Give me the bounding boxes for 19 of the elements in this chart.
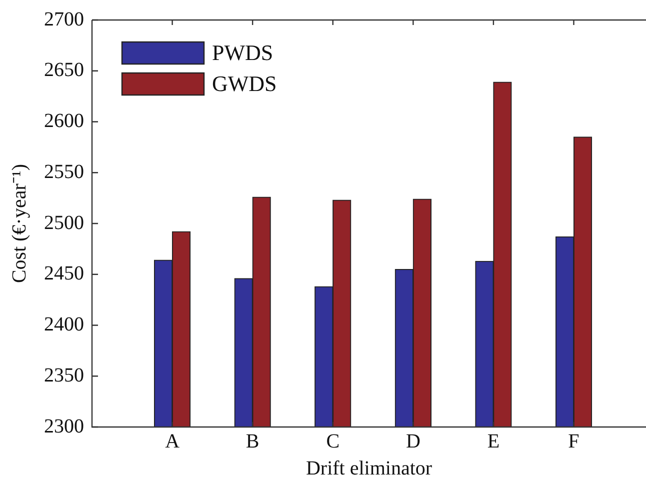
- x-tick-label: F: [568, 430, 580, 452]
- y-tick-label: 2600: [44, 110, 84, 132]
- x-tick-label: E: [487, 430, 500, 452]
- y-tick-label: 2400: [44, 314, 84, 336]
- y-tick-label: 2650: [44, 59, 84, 82]
- y-tick-label: 2300: [44, 415, 84, 438]
- legend-label: GWDS: [212, 70, 277, 96]
- y-tick-label: 2550: [44, 160, 84, 183]
- x-axis-title: Drift eliminator: [306, 457, 432, 480]
- y-tick-label: 2500: [44, 212, 84, 234]
- legend-label: PWDS: [212, 40, 274, 65]
- x-tick-label: C: [326, 430, 340, 452]
- y-tick-label: 2350: [44, 364, 84, 386]
- y-axis-title: Cost (€·year⁻¹): [8, 164, 30, 284]
- x-tick-label: A: [165, 430, 180, 452]
- y-tick-label: 2450: [44, 262, 84, 285]
- x-tick-label: B: [246, 430, 260, 452]
- y-tick-label: 2700: [44, 8, 84, 30]
- x-tick-label: D: [406, 430, 420, 452]
